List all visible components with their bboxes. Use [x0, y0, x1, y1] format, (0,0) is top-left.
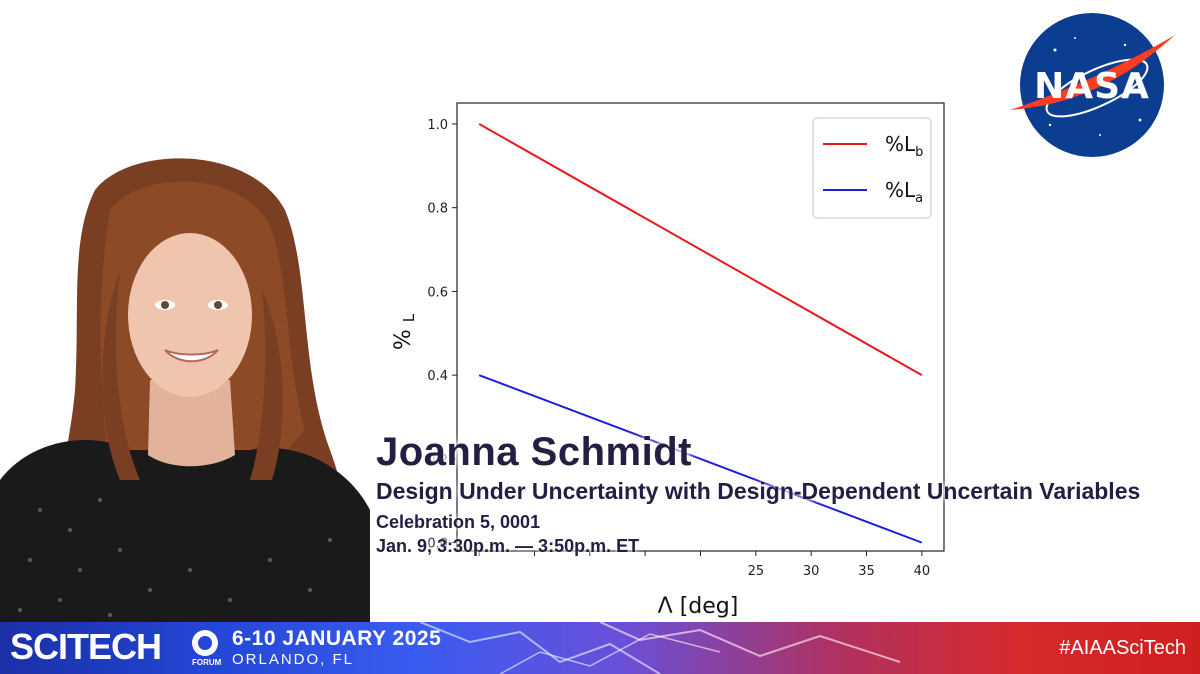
talk-info: Joanna Schmidt Design Under Uncertainty … [376, 430, 1176, 558]
x-tick-label: 25 [748, 564, 765, 579]
event-banner: SCITECH FORUM 6-10 JANUARY 2025 ORLANDO,… [0, 622, 1200, 674]
y-tick-label: 0.8 [427, 202, 448, 217]
x-axis-ticks: 25 30 35 40 [478, 551, 931, 579]
series-line-b [478, 123, 923, 377]
nasa-logo-text: NASA [1034, 66, 1150, 107]
event-dates: 6-10 JANUARY 2025 [232, 627, 442, 650]
speaker-name: Joanna Schmidt [376, 430, 692, 474]
event-hashtag: #AIAASciTech [1059, 637, 1186, 659]
x-axis-label: Λ [deg] [658, 594, 739, 619]
y-tick-label: 0.0 [427, 537, 448, 552]
y-axis-label: % L [391, 313, 418, 350]
series-line-a [478, 374, 923, 544]
legend-label-b: %Lb [885, 132, 923, 160]
y-tick-label: 1.0 [427, 118, 448, 133]
forum-badge-icon [192, 630, 218, 656]
legend: %Lb %La [812, 117, 932, 219]
talk-title: Design Under Uncertainty with Design-Dep… [376, 478, 1141, 504]
nasa-meatball-icon: NASA [1010, 13, 1175, 157]
talk-time: Jan. 9, 3:30p.m. — 3:50p.m. ET [376, 536, 640, 556]
y-tick-label: 0.6 [427, 285, 448, 300]
talk-room: Celebration 5, 0001 [376, 512, 541, 532]
legend-label-a: %La [885, 178, 923, 206]
y-tick-label: 0.2 [427, 453, 448, 468]
x-tick-label: 30 [803, 564, 820, 579]
x-tick-label: 35 [858, 564, 875, 579]
legend-items: %Lb %La [823, 132, 923, 206]
forum-label: FORUM [192, 658, 222, 667]
lightning-decoration [419, 622, 901, 674]
x-tick-label: 40 [914, 564, 931, 579]
speaker-photo [0, 158, 370, 624]
y-tick-label: 0.4 [427, 369, 448, 384]
series-lines [478, 123, 923, 544]
scitech-logo: SCITECH [10, 626, 162, 667]
y-axis-ticks: 0.0 0.2 0.4 0.6 0.8 1.0 [427, 118, 457, 552]
event-location: ORLANDO, FL [232, 651, 355, 668]
